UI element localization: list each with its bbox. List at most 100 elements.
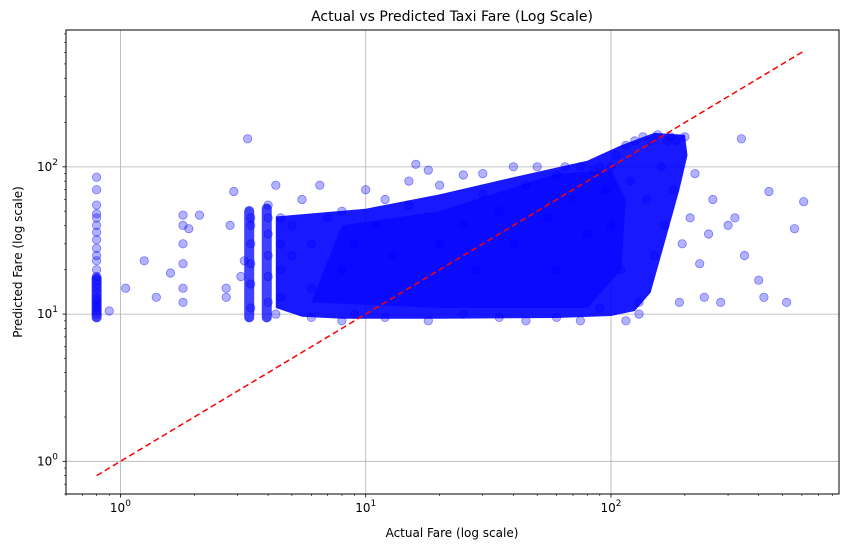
scatter-point-33: [178, 220, 188, 230]
scatter-point-136: [759, 292, 769, 302]
scatter-point-39: [225, 220, 235, 230]
scatter-point-133: [736, 134, 747, 144]
reference-line-y-equals-x: [96, 50, 805, 477]
scatter-point-128: [703, 229, 714, 239]
scatter-point-81: [434, 180, 445, 190]
scatter-point-40: [229, 186, 239, 197]
scatter-point-113: [649, 250, 659, 261]
scatter-point-18: [92, 220, 102, 230]
scatter-point-4: [92, 297, 102, 307]
scatter-point-7: [92, 287, 102, 298]
scatter-point-134: [739, 250, 750, 261]
scatter-point-37: [221, 292, 231, 302]
scatter-point-110: [638, 132, 648, 142]
scatter-point-118: [665, 132, 676, 142]
scatter-point-8: [92, 283, 102, 293]
scatter-point-119: [668, 185, 679, 195]
scatter-point-106: [621, 140, 631, 150]
scatter-point-54: [263, 213, 273, 223]
scatter-point-111: [642, 194, 652, 205]
x-axis-label: Actual Fare (log scale): [386, 526, 519, 540]
scatter-point-85: [478, 189, 488, 199]
y-tick-label-0: 100: [37, 452, 58, 468]
scatter-point-95: [560, 162, 570, 172]
scatter-point-70: [349, 309, 360, 319]
scatter-point-153: [271, 309, 281, 319]
scatter-point-149: [423, 316, 433, 326]
scatter-point-84: [470, 265, 480, 275]
scatter-point-36: [194, 210, 205, 220]
scatter-point-132: [730, 213, 740, 223]
scatter-point-146: [521, 316, 531, 326]
scatter-point-65: [306, 239, 316, 249]
scatter-point-19: [92, 213, 102, 223]
scatter-point-32: [178, 239, 188, 249]
scatter-point-124: [685, 213, 695, 223]
scatter-point-72: [361, 185, 371, 195]
scatter-point-79: [423, 165, 433, 175]
y-tick-base: 10: [37, 454, 52, 468]
scatter-point-104: [611, 150, 621, 160]
scatter-point-130: [716, 297, 726, 307]
scatter-point-44: [246, 303, 256, 313]
scatter-point-47: [246, 239, 256, 249]
scatter-point-0: [92, 309, 102, 319]
scatter-point-34: [178, 210, 188, 220]
scatter-point-28: [165, 268, 176, 278]
scatter-point-51: [263, 271, 273, 282]
scatter-point-23: [92, 172, 102, 182]
scatter-point-63: [297, 194, 307, 205]
scatter-point-45: [246, 279, 256, 289]
scatter-point-125: [690, 169, 700, 179]
scatter-point-98: [582, 229, 592, 239]
scatter-point-62: [287, 220, 297, 230]
scatter-point-92: [542, 213, 552, 223]
scatter-point-147: [494, 312, 504, 322]
scatter-point-9: [92, 279, 102, 289]
scatter-point-140: [799, 197, 809, 207]
x-tick-exponent: 1: [370, 499, 376, 509]
scatter-point-68: [337, 265, 347, 275]
scatter-point-80: [434, 239, 445, 249]
scatter-point-83: [458, 170, 468, 180]
scatter-point-2: [92, 303, 102, 313]
dense-point-clusters: [91, 132, 688, 323]
x-tick-base: 10: [601, 501, 616, 515]
scatter-point-26: [139, 256, 149, 266]
y-tick-base: 10: [37, 160, 52, 174]
scatter-point-67: [323, 213, 333, 223]
scatter-point-91: [532, 162, 542, 172]
scatter-point-144: [575, 316, 586, 326]
scatter-point-14: [92, 250, 102, 261]
scatter-point-66: [315, 180, 325, 190]
scatter-point-25: [121, 283, 131, 293]
scatter-point-121: [674, 297, 685, 307]
scatter-point-90: [521, 180, 531, 190]
scatter-point-43: [243, 134, 253, 144]
scatter-point-107: [625, 176, 636, 186]
scatter-point-141: [634, 309, 644, 319]
x-tick-label-2: 102: [601, 499, 622, 515]
scatter-point-17: [92, 227, 102, 237]
scatter-point-21: [92, 200, 102, 210]
scatter-point-6: [92, 292, 102, 302]
x-tick-base: 10: [355, 501, 370, 515]
scatter-point-142: [621, 316, 631, 326]
scatter-point-35: [184, 224, 194, 234]
scatter-points-layer: [92, 130, 809, 326]
chart-title: Actual vs Predicted Taxi Fare (Log Scale…: [311, 9, 593, 25]
scatter-point-139: [789, 224, 800, 234]
scatter-point-69: [337, 206, 347, 216]
scatter-point-60: [276, 213, 286, 223]
scatter-point-15: [92, 243, 102, 253]
scatter-point-94: [551, 170, 562, 180]
scatter-point-29: [178, 297, 188, 307]
scatter-point-52: [263, 250, 273, 261]
scatter-point-30: [178, 283, 188, 293]
scatter-point-57: [276, 292, 286, 302]
scatter-point-93: [551, 265, 562, 275]
y-tick-exponent: 1: [52, 305, 58, 315]
y-tick-base: 10: [37, 307, 52, 321]
